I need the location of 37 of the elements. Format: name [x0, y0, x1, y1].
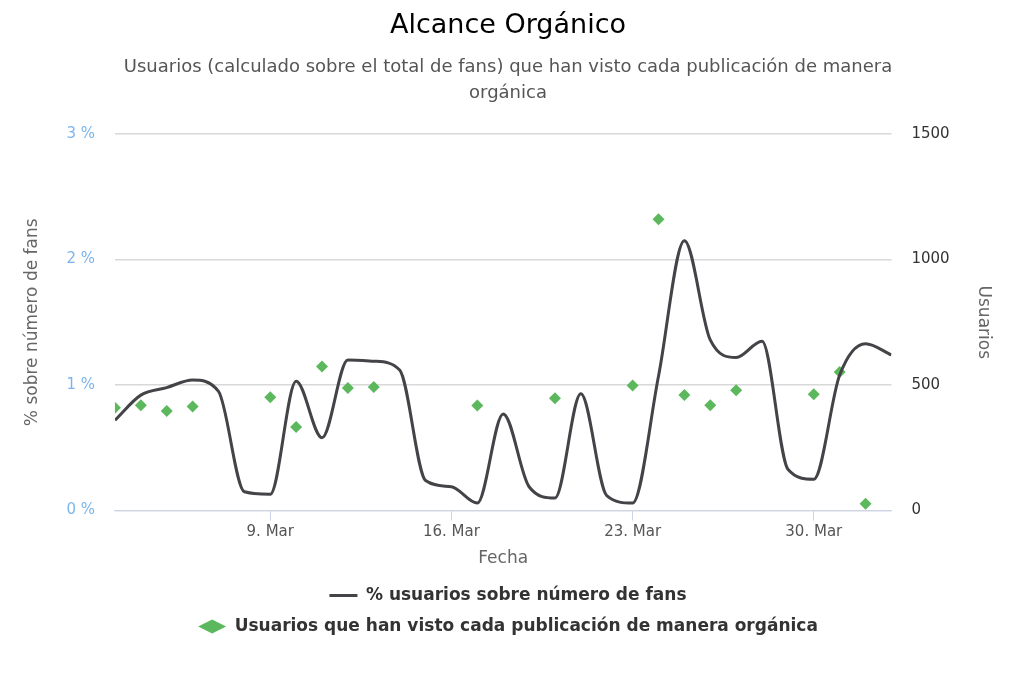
y2-tick-label: 1000 — [911, 249, 950, 268]
y-tick-label: 0 % — [66, 500, 95, 519]
y-tick-label: 3 % — [66, 123, 95, 142]
point — [316, 360, 329, 373]
point — [264, 391, 277, 404]
point — [471, 399, 484, 412]
point — [186, 400, 199, 413]
point — [548, 392, 561, 405]
point — [807, 388, 820, 401]
x-tick-label: 30. Mar — [785, 522, 844, 541]
point — [652, 213, 665, 226]
point — [367, 381, 380, 394]
y-axis-title: % sobre número de fans — [20, 218, 41, 427]
x-tick-label: 23. Mar — [604, 522, 662, 541]
point — [341, 382, 354, 395]
point — [859, 497, 872, 510]
chart-subtitle: Usuarios (calculado sobre el total de fans) que han visto cada publicación de manera orgánica — [122, 54, 894, 104]
point — [730, 384, 743, 397]
y2-tick-label: 1500 — [911, 123, 950, 142]
legend-label: Usuarios que han visto cada publicación de manera orgánica — [234, 614, 818, 635]
point — [704, 399, 717, 412]
y2-tick-label: 0 — [911, 500, 921, 519]
legend-label: % usuarios sobre número de fans — [365, 583, 687, 604]
y2-axis-title: Usuarios — [975, 285, 996, 360]
point — [290, 421, 303, 433]
y-tick-label: 1 % — [66, 374, 95, 393]
point — [134, 399, 147, 412]
y-tick-label: 2 % — [66, 249, 95, 268]
point — [626, 379, 639, 392]
x-axis-title: Fecha — [478, 547, 529, 568]
point — [160, 404, 173, 417]
x-tick-label: 16. Mar — [422, 522, 481, 541]
x-tick-label: 9. Mar — [246, 522, 295, 541]
chart-title: Alcance Orgánico — [388, 8, 628, 39]
y2-tick-label: 500 — [911, 374, 941, 393]
point — [678, 389, 691, 402]
line-series — [114, 239, 892, 505]
